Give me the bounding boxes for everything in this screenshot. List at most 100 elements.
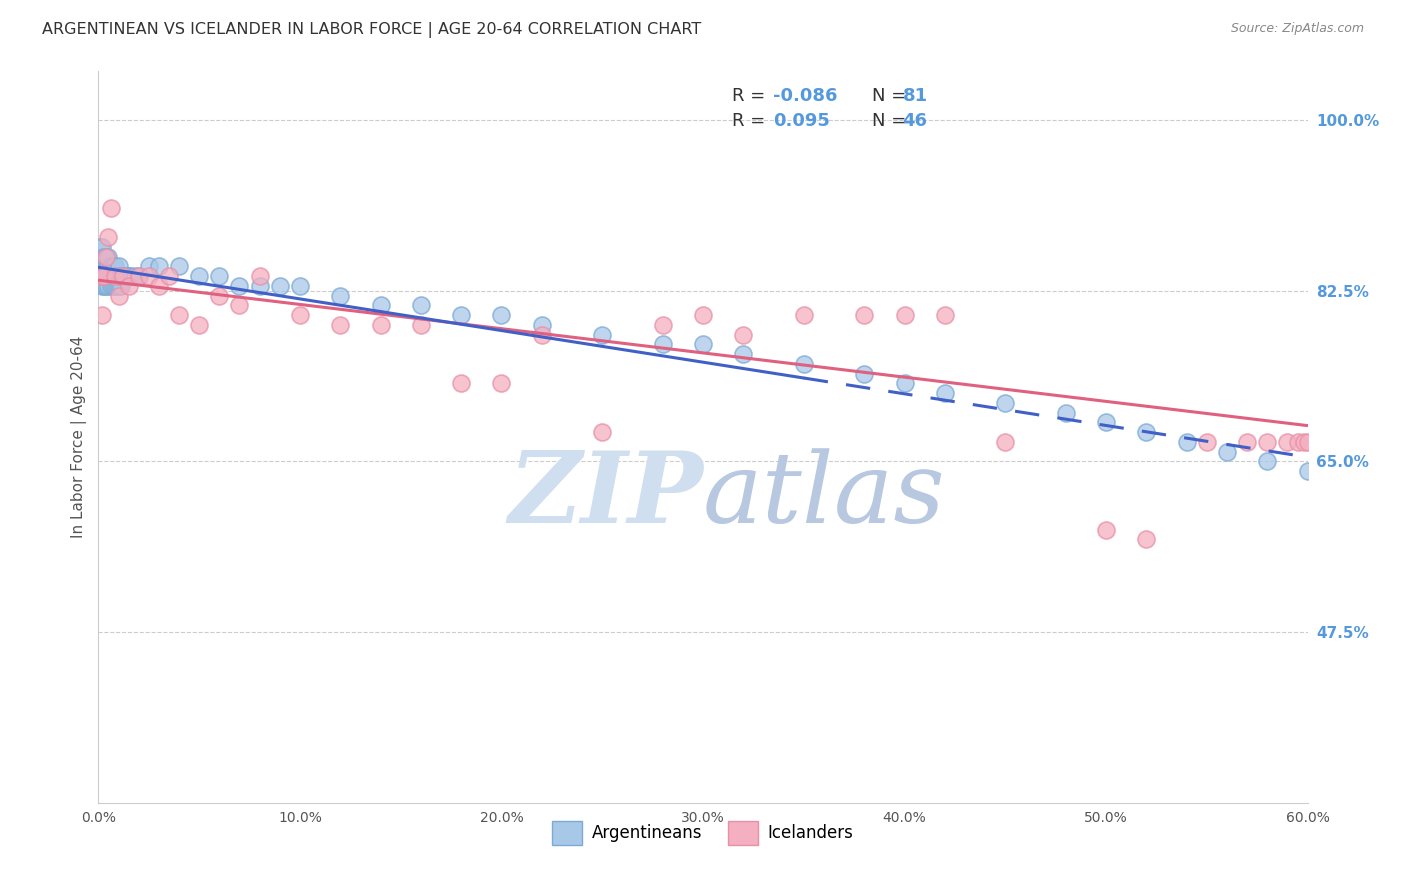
Point [105,269,128,284]
Point [110,279,132,293]
Point [96,250,118,264]
Point [101,260,124,274]
Point [107,269,129,284]
Point [1175,434,1198,449]
Point [1236,434,1258,449]
Point [93,269,115,284]
Text: N =: N = [872,87,912,105]
Point [288,308,311,322]
Point [91,269,114,284]
Point [893,308,915,322]
Point [89,250,111,264]
Point [1095,416,1118,430]
Point [103,279,125,293]
Point [93,279,115,293]
Point [1135,533,1157,547]
Point [692,337,714,351]
Point [103,269,125,284]
Point [651,318,673,332]
Point [1277,434,1299,449]
Point [118,279,141,293]
Point [89,260,111,274]
Point [93,269,115,284]
Point [96,269,118,284]
Point [491,308,513,322]
Point [1296,464,1319,478]
Text: 81: 81 [903,87,928,105]
Point [100,201,122,215]
Point [91,308,114,322]
Point [103,269,125,284]
Text: R =: R = [733,112,770,130]
Point [591,425,613,440]
Point [530,318,553,332]
Point [1316,123,1339,137]
Point [793,357,815,371]
Point [450,376,472,391]
Point [591,327,613,342]
Point [1337,474,1360,488]
Point [120,269,142,284]
Point [228,298,250,312]
Text: 0.095: 0.095 [773,112,830,130]
Point [1398,483,1406,498]
Point [128,269,150,284]
Point [100,260,122,274]
Text: ZIP: ZIP [508,448,703,544]
Point [118,269,141,284]
Point [148,260,170,274]
Point [934,386,956,401]
Point [853,367,876,381]
Point [409,318,432,332]
Point [1216,444,1239,458]
Point [107,260,129,274]
Point [148,279,170,293]
Point [1195,434,1218,449]
Point [89,269,111,284]
Point [1292,434,1315,449]
Text: 46: 46 [903,112,928,130]
Point [733,347,755,361]
Point [994,396,1017,410]
Point [249,269,271,284]
Point [1256,454,1278,468]
Point [1095,523,1118,537]
Point [103,260,125,274]
Point [96,279,118,293]
Point [249,279,271,293]
Point [329,288,352,302]
Point [1286,434,1309,449]
Point [93,250,115,264]
Point [105,279,128,293]
Text: ARGENTINEAN VS ICELANDER IN LABOR FORCE | AGE 20-64 CORRELATION CHART: ARGENTINEAN VS ICELANDER IN LABOR FORCE … [42,22,702,38]
Point [208,269,231,284]
Point [107,279,129,293]
Point [1135,425,1157,440]
Point [793,308,815,322]
Point [893,376,915,391]
Point [91,269,114,284]
Point [97,269,120,284]
Point [110,269,132,284]
Point [409,298,432,312]
Point [269,279,291,293]
Point [692,308,714,322]
Point [1054,406,1077,420]
Point [91,240,114,254]
Legend: Argentineans, Icelanders: Argentineans, Icelanders [544,813,862,853]
Point [93,269,115,284]
Point [97,230,120,244]
Point [91,250,114,264]
Point [115,269,138,284]
Point [91,279,114,293]
Point [733,327,755,342]
Point [128,269,150,284]
Point [124,269,146,284]
Point [100,269,122,284]
Point [111,269,134,284]
Point [1296,434,1319,449]
Point [96,260,118,274]
Text: atlas: atlas [703,448,946,543]
Point [97,250,120,264]
Point [97,279,120,293]
